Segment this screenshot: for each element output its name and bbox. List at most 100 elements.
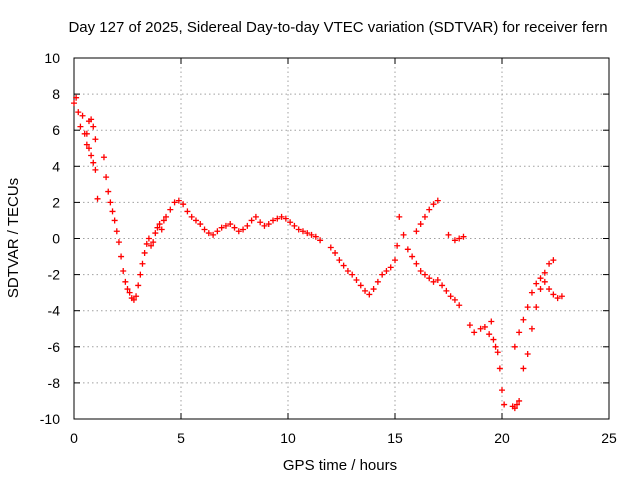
x-tick-label: 10 bbox=[280, 430, 296, 446]
data-point-marker bbox=[353, 277, 360, 284]
data-point-marker bbox=[528, 325, 535, 332]
data-point-marker bbox=[456, 302, 463, 309]
data-point-marker bbox=[434, 277, 441, 284]
x-tick-label: 25 bbox=[601, 430, 617, 446]
data-point-marker bbox=[533, 280, 540, 287]
data-point-marker bbox=[520, 316, 527, 323]
data-point-marker bbox=[171, 199, 178, 206]
x-axis-label: GPS time / hours bbox=[283, 457, 397, 474]
data-point-marker bbox=[115, 239, 122, 246]
data-point-marker bbox=[486, 331, 493, 338]
data-point-marker bbox=[516, 329, 523, 336]
chart-title: Day 127 of 2025, Sidereal Day-to-day VTE… bbox=[68, 19, 607, 36]
data-point-marker bbox=[92, 166, 99, 173]
data-point-marker bbox=[533, 304, 540, 311]
data-point-marker bbox=[152, 230, 159, 237]
data-point-marker bbox=[85, 145, 92, 152]
data-point-marker bbox=[477, 325, 484, 332]
data-point-marker bbox=[77, 123, 84, 130]
data-point-marker bbox=[103, 174, 110, 181]
data-point-marker bbox=[124, 286, 131, 293]
y-tick-label: 2 bbox=[52, 194, 60, 210]
data-point-marker bbox=[107, 199, 114, 206]
data-point-marker bbox=[488, 318, 495, 325]
data-point-marker bbox=[71, 100, 77, 107]
data-point-marker bbox=[83, 141, 90, 148]
data-point-marker bbox=[447, 293, 454, 300]
data-point-marker bbox=[105, 188, 112, 195]
data-point-marker bbox=[362, 287, 369, 294]
data-point-marker bbox=[417, 267, 424, 274]
data-point-marker bbox=[113, 228, 120, 235]
data-point-marker bbox=[156, 221, 163, 228]
data-point-marker bbox=[421, 213, 428, 220]
data-point-marker bbox=[94, 195, 101, 202]
data-point-marker bbox=[379, 271, 386, 278]
data-point-marker bbox=[252, 213, 259, 220]
data-point-marker bbox=[192, 217, 199, 224]
data-point-marker bbox=[332, 249, 339, 256]
y-axis-label: SDTVAR / TECUs bbox=[5, 178, 22, 298]
data-point-marker bbox=[524, 304, 531, 311]
data-point-marker bbox=[150, 239, 157, 246]
data-point-marker bbox=[287, 219, 294, 226]
data-point-marker bbox=[257, 219, 264, 226]
data-point-marker bbox=[73, 94, 80, 101]
data-point-marker bbox=[366, 291, 373, 298]
data-point-marker bbox=[396, 213, 403, 220]
y-tick-label: -4 bbox=[48, 303, 61, 319]
y-tick-label: 6 bbox=[52, 122, 60, 138]
data-point-marker bbox=[421, 271, 428, 278]
data-point-marker bbox=[205, 230, 212, 237]
data-point-marker bbox=[184, 208, 191, 215]
data-point-marker bbox=[148, 242, 155, 249]
data-point-marker bbox=[501, 401, 508, 408]
y-tick-label: 8 bbox=[52, 86, 60, 102]
data-point-marker bbox=[541, 278, 548, 285]
y-tick-label: -2 bbox=[48, 267, 61, 283]
data-point-marker bbox=[210, 231, 217, 238]
data-point-marker bbox=[214, 228, 221, 235]
data-point-marker bbox=[312, 233, 319, 240]
data-point-marker bbox=[554, 295, 561, 302]
y-tick-label: 10 bbox=[44, 50, 60, 66]
data-point-marker bbox=[175, 197, 182, 204]
y-tick-label: 4 bbox=[52, 158, 60, 174]
data-point-marker bbox=[426, 206, 433, 213]
data-point-marker bbox=[88, 116, 95, 123]
data-point-marker bbox=[197, 221, 204, 228]
y-tick-label: -8 bbox=[48, 375, 61, 391]
data-point-marker bbox=[434, 197, 441, 204]
data-point-marker bbox=[235, 228, 242, 235]
data-point-marker bbox=[139, 260, 146, 267]
tick-marks bbox=[73, 57, 610, 420]
data-point-marker bbox=[550, 291, 557, 298]
data-point-marker bbox=[265, 221, 272, 228]
data-point-marker bbox=[439, 282, 446, 289]
data-point-marker bbox=[317, 237, 324, 244]
grid-lines bbox=[74, 58, 609, 419]
data-point-marker bbox=[158, 226, 165, 233]
data-point-marker bbox=[413, 228, 420, 235]
data-point-marker bbox=[550, 257, 557, 264]
data-point-marker bbox=[304, 230, 311, 237]
data-point-marker bbox=[261, 222, 268, 229]
data-point-marker bbox=[445, 231, 452, 238]
data-point-marker bbox=[120, 267, 127, 274]
data-point-marker bbox=[143, 240, 150, 247]
data-point-marker bbox=[481, 323, 488, 330]
data-point-marker bbox=[413, 260, 420, 267]
data-point-marker bbox=[494, 349, 501, 356]
data-point-marker bbox=[291, 222, 298, 229]
data-point-marker bbox=[274, 215, 281, 222]
data-point-marker bbox=[90, 159, 97, 166]
data-point-marker bbox=[430, 278, 437, 285]
data-point-marker bbox=[349, 271, 356, 278]
data-point-marker bbox=[336, 257, 343, 264]
data-point-marker bbox=[511, 343, 518, 350]
data-point-marker bbox=[222, 222, 229, 229]
data-point-marker bbox=[370, 286, 377, 293]
data-point-marker bbox=[426, 275, 433, 282]
data-point-marker bbox=[135, 282, 142, 289]
